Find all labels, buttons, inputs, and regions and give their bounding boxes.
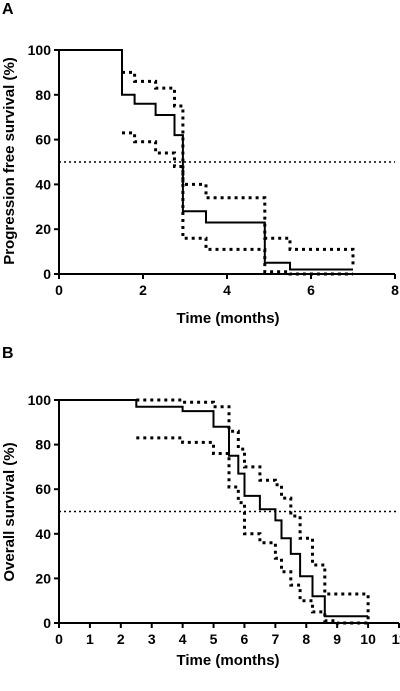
panel-b-x-tick-label: 10: [360, 631, 376, 647]
panel-b-lower-confidence-band: [136, 436, 369, 625]
panel-b-x-tick-label: 5: [210, 631, 218, 647]
panel-b-y-tick-label: 40: [35, 526, 51, 542]
panel-a-y-tick-label: 40: [35, 176, 51, 192]
panel-a-x-tick-label: 2: [139, 282, 147, 298]
panel-b-x-tick-label: 7: [271, 631, 279, 647]
panel-a-y-tick-label: 20: [35, 221, 51, 237]
plot-b: 0 20 40 60 80 100 0 1 2 3 4 5 6 7 8 9 10 11: [28, 392, 400, 647]
panel-b-x-tick-label: 11: [392, 631, 400, 647]
plot-a: 0 20 40 60 80 100 0 2 4 6 8: [28, 42, 399, 298]
panel-b-x-tick-label: 0: [55, 631, 63, 647]
panel-b-x-tick-label: 6: [241, 631, 249, 647]
panel-a-survival-curve: [59, 49, 353, 271]
panel-b-x-tick-label: 2: [117, 631, 125, 647]
panel-b-y-tick-label: 60: [35, 481, 51, 497]
panel-b-upper-confidence-band: [136, 398, 370, 623]
panel-b-x-tick-label: 8: [302, 631, 310, 647]
panel-a: A 0 20 40 60 80 100 0 2 4 6 8 Time (months) Progre…: [1, 1, 399, 327]
panel-a-x-tick-label: 8: [391, 282, 399, 298]
panel-b-x-axis-title: Time (months): [176, 652, 279, 669]
panel-a-y-tick-label: 80: [35, 87, 51, 103]
panel-a-y-axis-title: Progression free survival (%): [1, 57, 18, 265]
panel-a-x-tick-label: 0: [55, 282, 63, 298]
panel-b-y-tick-label: 80: [35, 437, 51, 453]
panel-b-survival-curve: [59, 399, 369, 618]
panel-b-y-tick-label: 0: [43, 615, 51, 631]
panel-b: B 0 20 40 60 80 100 0 1 2 3 4 5 6 7 8 9 10 11 Time (month…: [1, 345, 400, 669]
panel-a-x-tick-label: 4: [223, 282, 231, 298]
panel-a-x-axis-title: Time (months): [176, 310, 279, 327]
panel-a-lower-confidence-band: [122, 131, 353, 276]
panel-b-x-tick-label: 3: [148, 631, 156, 647]
panel-a-y-tick-label: 60: [35, 132, 51, 148]
panel-b-letter: B: [2, 345, 14, 362]
panel-a-upper-confidence-band: [122, 70, 355, 268]
panel-b-x-tick-label: 1: [86, 631, 94, 647]
panel-a-y-tick-label: 0: [43, 266, 51, 282]
panel-b-y-tick-label: 100: [28, 392, 52, 408]
panel-b-x-tick-label: 4: [179, 631, 187, 647]
panel-a-letter: A: [2, 1, 14, 18]
panel-a-x-tick-label: 6: [307, 282, 315, 298]
panel-b-y-axis-title: Overall survival (%): [1, 442, 18, 581]
panel-b-y-tick-label: 20: [35, 570, 51, 586]
panel-a-y-tick-label: 100: [28, 42, 52, 58]
panel-b-x-tick-label: 9: [333, 631, 341, 647]
